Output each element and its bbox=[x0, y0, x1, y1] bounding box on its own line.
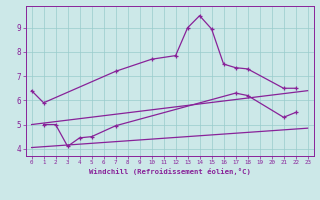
X-axis label: Windchill (Refroidissement éolien,°C): Windchill (Refroidissement éolien,°C) bbox=[89, 168, 251, 175]
